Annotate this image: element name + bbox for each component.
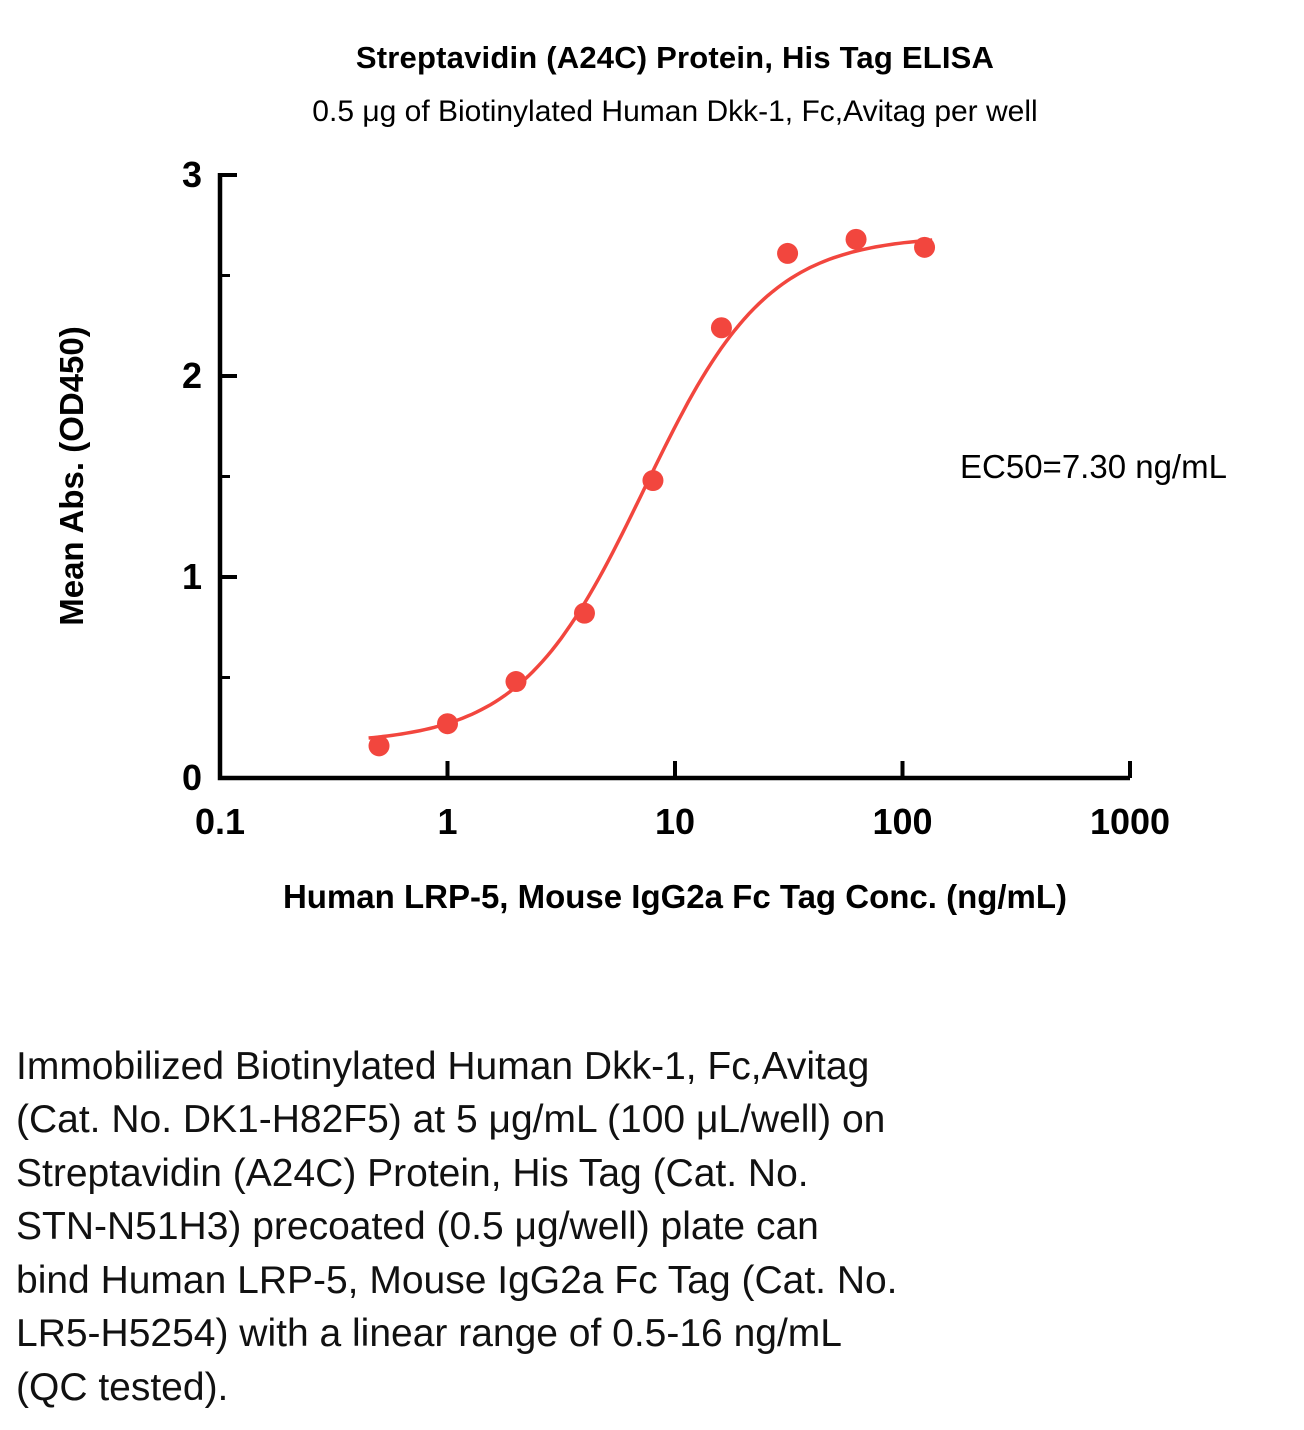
y-tick-label: 1 xyxy=(182,556,202,597)
x-tick-label: 1000 xyxy=(1090,801,1170,842)
data-point xyxy=(845,228,867,250)
x-tick-label: 0.1 xyxy=(195,801,245,842)
data-point xyxy=(642,470,664,492)
data-point xyxy=(777,242,799,264)
y-tick-label: 2 xyxy=(182,355,202,396)
data-point xyxy=(914,236,936,258)
chart-subtitle: 0.5 μg of Biotinylated Human Dkk-1, Fc,A… xyxy=(312,95,1038,128)
y-tick-label: 0 xyxy=(182,757,202,798)
x-tick-label: 10 xyxy=(655,801,695,842)
x-tick-label: 1 xyxy=(437,801,457,842)
x-tick-label: 100 xyxy=(872,801,932,842)
x-axis-label: Human LRP-5, Mouse IgG2a Fc Tag Conc. (n… xyxy=(282,878,1068,915)
data-point xyxy=(368,735,390,757)
y-axis-label: Mean Abs. (OD450) xyxy=(53,326,90,626)
data-point xyxy=(437,713,458,735)
y-tick-label: 3 xyxy=(182,154,202,195)
ec50-annotation: EC50=7.30 ng/mL xyxy=(960,448,1227,485)
data-point xyxy=(505,671,527,693)
chart-plot-svg: 0 1 2 3 0.1 1 10 100 1000 xyxy=(182,154,1170,842)
figure-caption: Immobilized Biotinylated Human Dkk-1, Fc… xyxy=(16,1045,898,1409)
data-point xyxy=(710,317,732,339)
data-point xyxy=(573,602,595,624)
chart-title: Streptavidin (A24C) Protein, His Tag ELI… xyxy=(355,40,995,75)
elisa-chart: Streptavidin (A24C) Protein, His Tag ELI… xyxy=(53,40,1227,915)
